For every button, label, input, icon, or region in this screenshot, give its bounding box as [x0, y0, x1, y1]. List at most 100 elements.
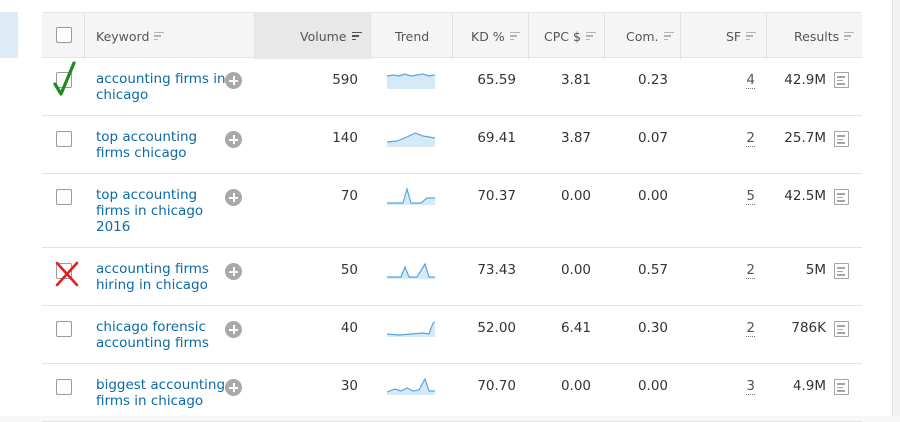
sf-value[interactable]: 5 [746, 188, 755, 205]
add-keyword-plus-icon[interactable] [225, 189, 242, 206]
header-cpc[interactable]: CPC $ [544, 13, 596, 59]
results-value: 42.5M [784, 188, 826, 204]
keyword-link[interactable]: chicago forensic accounting firms [96, 319, 209, 351]
results-value: 5M [805, 262, 826, 278]
table-row: biggest accounting firms in chicago 30 70… [42, 364, 862, 422]
volume-value: 70 [340, 188, 358, 204]
add-keyword-plus-icon[interactable] [225, 263, 242, 280]
sort-icon[interactable] [351, 31, 362, 41]
results-value: 786K [791, 320, 826, 336]
add-keyword-plus-icon[interactable] [225, 131, 242, 148]
competition-value: 0.07 [637, 130, 668, 146]
add-keyword-plus-icon[interactable] [225, 379, 242, 396]
cpc-value: 3.81 [560, 72, 591, 88]
volume-value: 50 [340, 262, 358, 278]
sort-icon[interactable] [509, 31, 520, 41]
competition-value: 0.57 [637, 262, 668, 278]
sf-link[interactable]: 2 [746, 262, 755, 279]
header-keyword-label: Keyword [96, 28, 150, 44]
competition-value: 0.00 [637, 188, 668, 204]
volume-value: 590 [332, 72, 358, 88]
serp-features-icon[interactable] [834, 263, 849, 279]
table-header: Keyword Volume Trend KD % CPC $ Com. [42, 12, 862, 59]
keyword-link[interactable]: accounting firms hiring in chicago [96, 261, 209, 293]
serp-features-icon[interactable] [834, 379, 849, 395]
sort-icon[interactable] [844, 31, 855, 41]
sf-link[interactable]: 2 [746, 130, 755, 147]
kd-value: 69.41 [477, 130, 516, 146]
table-row: top accounting firms in chicago 2016 70 70… [42, 174, 862, 248]
volume-value: 140 [332, 130, 358, 146]
cpc-value: 0.00 [560, 378, 591, 394]
table-row: accounting firms in chicago 590 65.59 3.8… [42, 58, 862, 116]
competition-value: 0.23 [637, 72, 668, 88]
trend-sparkline [387, 187, 435, 205]
kd-value: 73.43 [477, 262, 516, 278]
header-results[interactable]: Results [794, 13, 855, 59]
check-mark-icon [53, 61, 76, 96]
sort-icon[interactable] [585, 31, 596, 41]
sort-icon[interactable] [663, 31, 674, 41]
sf-value[interactable]: 2 [746, 130, 755, 147]
header-trend-label: Trend [395, 28, 430, 44]
sf-value[interactable]: 2 [746, 320, 755, 337]
serp-features-icon[interactable] [834, 72, 849, 88]
keyword-table: Keyword Volume Trend KD % CPC $ Com. [42, 12, 862, 422]
results-value: 42.9M [784, 72, 826, 88]
sf-value[interactable]: 4 [746, 72, 755, 89]
header-com[interactable]: Com. [626, 13, 674, 59]
header-volume[interactable]: Volume [300, 13, 362, 59]
header-keyword[interactable]: Keyword [96, 13, 165, 59]
competition-value: 0.30 [637, 320, 668, 336]
trend-sparkline [387, 377, 435, 395]
results-value: 4.9M [792, 378, 826, 394]
header-volume-label: Volume [300, 28, 347, 44]
serp-features-icon[interactable] [834, 189, 849, 205]
header-results-label: Results [794, 28, 840, 44]
add-keyword-plus-icon[interactable] [225, 321, 242, 338]
sf-link[interactable]: 4 [746, 72, 755, 89]
left-panel-tab [0, 12, 18, 58]
serp-features-icon[interactable] [834, 131, 849, 147]
serp-features-icon[interactable] [834, 321, 849, 337]
table-row: accounting firms hiring in chicago 50 73.… [42, 248, 862, 306]
vertical-scrollbar[interactable] [892, 0, 900, 422]
header-cpc-label: CPC $ [544, 28, 581, 44]
header-kd-label: KD % [471, 28, 505, 44]
volume-value: 40 [340, 320, 358, 336]
header-kd[interactable]: KD % [471, 13, 520, 59]
keyword-link[interactable]: top accounting firms chicago [96, 129, 198, 161]
sf-link[interactable]: 2 [746, 320, 755, 337]
kd-value: 65.59 [477, 72, 516, 88]
sf-value[interactable]: 2 [746, 262, 755, 279]
keyword-link[interactable]: top accounting firms in chicago 2016 [96, 187, 204, 235]
sort-icon[interactable] [154, 31, 165, 41]
keyword-link[interactable]: biggest accounting firms in chicago [96, 377, 226, 409]
keyword-link[interactable]: accounting firms in chicago [96, 71, 226, 103]
row-checkbox[interactable] [56, 131, 72, 147]
bottom-edge [0, 416, 900, 422]
trend-sparkline [387, 262, 435, 279]
add-keyword-plus-icon[interactable] [225, 72, 242, 89]
trend-sparkline [387, 132, 435, 147]
volume-column-highlight [254, 13, 370, 59]
sort-icon[interactable] [746, 31, 757, 41]
select-all-checkbox[interactable] [56, 27, 72, 43]
header-com-label: Com. [626, 28, 659, 44]
table-row: chicago forensic accounting firms 40 52.0… [42, 306, 862, 364]
header-sf-label: SF [726, 28, 742, 44]
sf-link[interactable]: 5 [746, 188, 755, 205]
competition-value: 0.00 [637, 378, 668, 394]
trend-sparkline [387, 73, 435, 89]
trend-sparkline [387, 321, 435, 337]
row-checkbox[interactable] [56, 189, 72, 205]
header-sf[interactable]: SF [726, 13, 757, 59]
cpc-value: 6.41 [560, 320, 591, 336]
row-checkbox[interactable] [56, 379, 72, 395]
results-value: 25.7M [784, 130, 826, 146]
sf-value[interactable]: 3 [746, 378, 755, 395]
cpc-value: 3.87 [560, 130, 591, 146]
kd-value: 70.70 [477, 378, 516, 394]
sf-link[interactable]: 3 [746, 378, 755, 395]
row-checkbox[interactable] [56, 321, 72, 337]
